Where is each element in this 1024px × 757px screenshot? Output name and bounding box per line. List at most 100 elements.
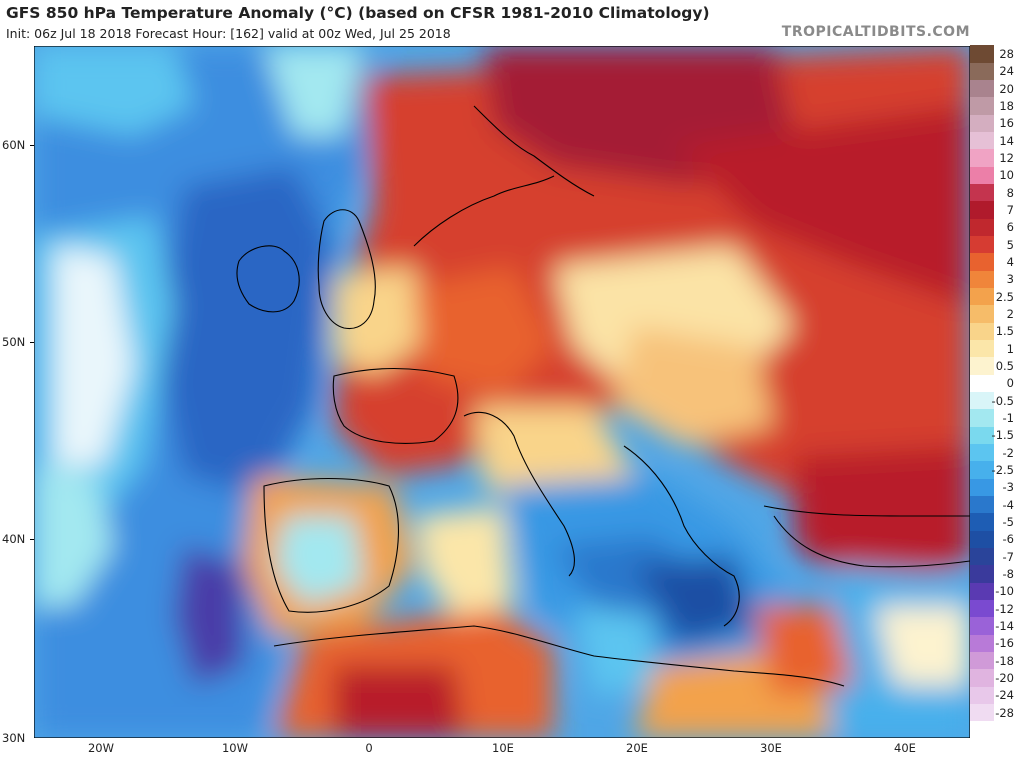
legend-color [970, 374, 994, 392]
legend-color [970, 201, 994, 219]
legend-label: 2.5 [995, 289, 1014, 304]
legend-color [970, 617, 994, 635]
legend-color [970, 288, 994, 306]
legend-swatch [970, 704, 1024, 722]
legend-swatch [970, 184, 1024, 202]
lon-label-10w: 10W [221, 741, 249, 755]
legend-label: -4 [1002, 497, 1014, 512]
legend-swatch [970, 652, 1024, 670]
legend-label: 0.5 [995, 359, 1014, 373]
legend-label: 16 [999, 116, 1014, 131]
legend-swatch [970, 548, 1024, 566]
anomaly-map [34, 46, 970, 738]
legend-label: 10 [999, 168, 1014, 183]
legend-label: -20 [995, 671, 1014, 685]
legend-swatch [970, 149, 1024, 167]
lon-label-30e: 30E [760, 741, 782, 755]
anomaly-field [34, 46, 970, 738]
legend-color [970, 496, 994, 514]
legend-swatch [970, 426, 1024, 444]
legend-color [970, 305, 994, 323]
legend-swatch [970, 496, 1024, 514]
legend-color [970, 392, 994, 410]
legend-label: -24 [995, 688, 1014, 703]
legend-swatch [970, 340, 1024, 358]
legend-swatch [970, 634, 1024, 652]
legend-color [970, 253, 994, 271]
legend-swatch [970, 582, 1024, 600]
legend-label: 24 [999, 64, 1014, 79]
legend-label: 6 [1006, 220, 1014, 235]
legend-swatch [970, 478, 1024, 496]
legend-swatch [970, 80, 1024, 98]
legend-color [970, 548, 994, 566]
legend-label: 2 [1006, 307, 1014, 321]
lat-label-50n: 50N [2, 335, 26, 349]
legend-swatch [970, 45, 1024, 63]
legend-color [970, 409, 994, 427]
lon-label-0: 0 [365, 741, 373, 755]
legend-label: -1.5 [991, 428, 1014, 443]
legend-color [970, 565, 994, 583]
lon-label-10e: 10E [492, 741, 514, 755]
legend-color [970, 513, 994, 531]
legend-label: -12 [995, 601, 1014, 616]
legend-color [970, 686, 994, 704]
legend-color [970, 62, 994, 80]
legend-color [970, 600, 994, 618]
chart-subtitle: Init: 06z Jul 18 2018 Forecast Hour: [16… [6, 26, 451, 41]
legend-swatch [970, 132, 1024, 150]
lon-label-40e: 40E [894, 741, 916, 755]
legend-label: 1 [1006, 341, 1014, 356]
legend-color [970, 478, 994, 496]
legend-label: 28 [999, 47, 1014, 61]
lat-tick [30, 145, 34, 146]
legend-swatch [970, 461, 1024, 479]
legend-color [970, 704, 994, 722]
legend-color [970, 270, 994, 288]
legend-swatch [970, 288, 1024, 306]
legend-label: -7 [1002, 549, 1014, 564]
coastlines [236, 105, 970, 687]
legend-swatch [970, 617, 1024, 635]
brand-watermark: TROPICALTIDBITS.COM [781, 24, 970, 40]
legend-swatch [970, 392, 1024, 410]
legend-label: -28 [995, 705, 1014, 720]
lat-tick [30, 539, 34, 540]
legend-label: -14 [995, 619, 1014, 633]
legend-label: -6 [1002, 532, 1014, 547]
legend-color [970, 184, 994, 202]
legend-swatch [970, 669, 1024, 687]
legend-swatch [970, 201, 1024, 219]
legend-swatch [970, 409, 1024, 427]
legend-color [970, 530, 994, 548]
lon-label-20w: 20W [87, 741, 115, 755]
legend-color [970, 166, 994, 184]
legend-label: 18 [999, 99, 1014, 113]
legend-label: -5 [1002, 515, 1014, 529]
legend-swatch [970, 686, 1024, 704]
legend-color [970, 634, 994, 652]
legend-swatch [970, 357, 1024, 375]
legend-label: 20 [999, 81, 1014, 96]
legend-label: -18 [995, 653, 1014, 668]
legend-swatch [970, 166, 1024, 184]
lat-tick [30, 342, 34, 343]
legend-label: -10 [995, 584, 1014, 599]
lat-label-60n: 60N [2, 138, 26, 152]
legend-label: -16 [995, 636, 1014, 651]
legend-label: 4 [1006, 255, 1014, 269]
legend-label: -2 [1002, 445, 1014, 460]
legend-color [970, 218, 994, 236]
legend-label: -8 [1002, 567, 1014, 581]
legend-label: -3 [1002, 480, 1014, 495]
legend-swatch [970, 513, 1024, 531]
lat-label-40n: 40N [2, 532, 26, 546]
legend-color [970, 132, 994, 150]
legend-swatch [970, 565, 1024, 583]
legend-color [970, 652, 994, 670]
legend-color [970, 149, 994, 167]
legend-swatch [970, 97, 1024, 115]
legend-label: 14 [999, 133, 1014, 148]
legend-label: 7 [1006, 203, 1014, 217]
